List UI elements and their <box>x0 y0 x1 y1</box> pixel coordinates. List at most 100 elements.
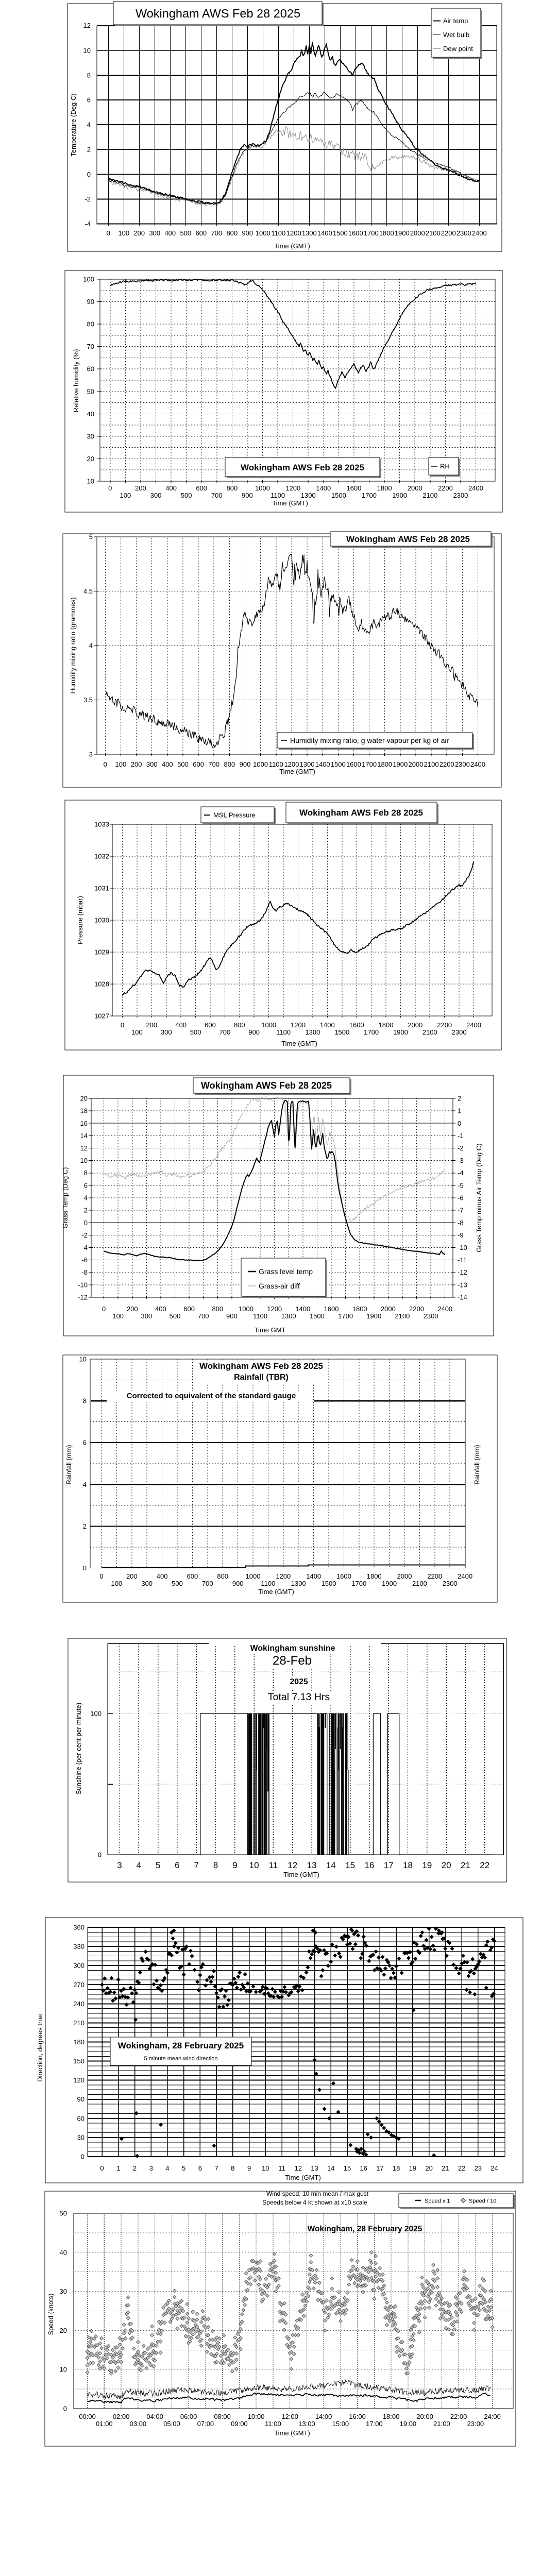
svg-text:2400: 2400 <box>458 1572 472 1580</box>
svg-text:1400: 1400 <box>295 1305 310 1313</box>
svg-text:-14: -14 <box>458 1294 467 1301</box>
svg-text:02:00: 02:00 <box>113 2413 130 2420</box>
svg-text:21: 21 <box>461 1860 470 1870</box>
svg-text:6: 6 <box>175 1860 179 1870</box>
svg-text:-7: -7 <box>458 1207 464 1214</box>
svg-text:Time (GMT): Time (GMT) <box>285 2174 321 2181</box>
svg-text:Speeds below 4 kt shown at x10: Speeds below 4 kt shown at x10 scale <box>262 2199 367 2206</box>
svg-text:06:00: 06:00 <box>180 2413 197 2420</box>
svg-text:2200: 2200 <box>427 1572 442 1580</box>
svg-text:0: 0 <box>87 171 91 178</box>
svg-text:1400: 1400 <box>315 760 330 768</box>
svg-text:-12: -12 <box>78 1294 88 1301</box>
svg-text:-1: -1 <box>458 1132 464 1140</box>
svg-text:Time (GMT): Time (GMT) <box>283 1871 319 1878</box>
svg-text:0: 0 <box>121 1021 124 1029</box>
svg-text:800: 800 <box>227 484 238 492</box>
svg-text:40: 40 <box>87 410 94 418</box>
svg-text:5 minute mean wind direction: 5 minute mean wind direction <box>144 2056 217 2062</box>
svg-text:300: 300 <box>141 1580 153 1587</box>
svg-text:300: 300 <box>141 1312 153 1320</box>
svg-text:20: 20 <box>87 455 94 463</box>
svg-text:1200: 1200 <box>285 484 300 492</box>
svg-text:10: 10 <box>262 2164 269 2172</box>
svg-text:1500: 1500 <box>333 229 348 237</box>
svg-text:4: 4 <box>165 2164 169 2172</box>
svg-text:23: 23 <box>475 2164 482 2172</box>
svg-text:-13: -13 <box>458 1281 467 1289</box>
svg-text:03:00: 03:00 <box>130 2420 147 2428</box>
svg-text:21:00: 21:00 <box>433 2420 450 2428</box>
svg-text:13: 13 <box>307 1860 317 1870</box>
svg-text:1500: 1500 <box>334 1028 349 1036</box>
svg-text:900: 900 <box>226 1312 238 1320</box>
svg-text:0: 0 <box>108 484 112 492</box>
svg-text:90: 90 <box>87 298 94 306</box>
svg-text:40: 40 <box>60 2248 67 2256</box>
svg-text:16: 16 <box>360 2164 367 2172</box>
svg-text:2100: 2100 <box>395 1312 410 1320</box>
svg-text:RH: RH <box>440 463 450 470</box>
svg-text:330: 330 <box>73 1943 84 1951</box>
svg-text:500: 500 <box>181 492 192 499</box>
svg-text:-12: -12 <box>458 1268 467 1276</box>
svg-text:13: 13 <box>311 2164 318 2172</box>
svg-text:1000: 1000 <box>255 484 270 492</box>
svg-text:8: 8 <box>83 1397 87 1405</box>
svg-text:900: 900 <box>232 1580 244 1587</box>
svg-text:800: 800 <box>226 229 238 237</box>
svg-text:4: 4 <box>87 121 91 129</box>
svg-text:5: 5 <box>182 2164 185 2172</box>
svg-text:Air temp: Air temp <box>443 17 468 25</box>
svg-text:1600: 1600 <box>346 760 361 768</box>
svg-text:1400: 1400 <box>317 229 332 237</box>
svg-text:4: 4 <box>89 642 93 650</box>
svg-text:6: 6 <box>87 96 91 104</box>
svg-text:2300: 2300 <box>424 1312 438 1320</box>
svg-text:100: 100 <box>90 1710 102 1718</box>
svg-text:Speed x 1: Speed x 1 <box>425 2198 450 2205</box>
svg-text:1000: 1000 <box>261 1021 276 1029</box>
svg-text:180: 180 <box>73 2038 84 2046</box>
svg-text:2: 2 <box>133 2164 137 2172</box>
svg-text:00:00: 00:00 <box>79 2413 96 2420</box>
svg-text:20: 20 <box>60 2327 67 2334</box>
svg-text:0: 0 <box>107 229 110 237</box>
svg-text:-9: -9 <box>458 1231 464 1239</box>
svg-text:0: 0 <box>81 2153 84 2161</box>
svg-text:0: 0 <box>99 1572 103 1580</box>
svg-text:11: 11 <box>269 1860 278 1870</box>
svg-text:1: 1 <box>116 2164 120 2172</box>
svg-text:14: 14 <box>326 1860 336 1870</box>
svg-text:2025: 2025 <box>290 1677 308 1686</box>
svg-text:-4: -4 <box>458 1169 464 1177</box>
svg-text:30: 30 <box>60 2287 67 2295</box>
svg-text:1600: 1600 <box>336 1572 351 1580</box>
svg-text:100: 100 <box>115 760 127 768</box>
svg-text:Grass level temp: Grass level temp <box>259 1267 313 1276</box>
svg-text:700: 700 <box>198 1312 209 1320</box>
svg-text:60: 60 <box>77 2114 84 2122</box>
svg-text:1031: 1031 <box>94 885 109 892</box>
svg-text:3: 3 <box>149 2164 153 2172</box>
svg-text:Grass Temp minus Air Temp (Deg: Grass Temp minus Air Temp (Deg C) <box>475 1143 483 1252</box>
svg-text:300: 300 <box>150 492 162 499</box>
svg-text:1300: 1300 <box>305 1028 320 1036</box>
svg-text:4: 4 <box>83 1481 87 1488</box>
svg-text:Grass Temp (Deg C): Grass Temp (Deg C) <box>61 1167 69 1229</box>
svg-text:2100: 2100 <box>412 1580 427 1587</box>
svg-text:1029: 1029 <box>94 948 109 956</box>
svg-text:400: 400 <box>155 1305 166 1313</box>
svg-text:2300: 2300 <box>443 1580 458 1587</box>
svg-text:24: 24 <box>491 2164 498 2172</box>
svg-text:12: 12 <box>288 1860 297 1870</box>
svg-text:1900: 1900 <box>392 492 407 499</box>
svg-text:600: 600 <box>187 1572 198 1580</box>
svg-text:10: 10 <box>249 1860 259 1870</box>
svg-text:1027: 1027 <box>94 1012 109 1020</box>
svg-text:700: 700 <box>208 760 219 768</box>
svg-text:5: 5 <box>156 1860 160 1870</box>
svg-text:1032: 1032 <box>94 853 109 860</box>
svg-text:300: 300 <box>146 760 158 768</box>
svg-text:50: 50 <box>87 387 94 395</box>
